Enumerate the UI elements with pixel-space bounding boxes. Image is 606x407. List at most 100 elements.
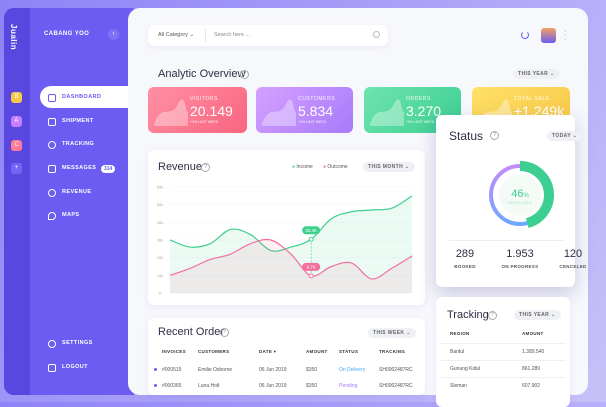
legend-item: ● Income — [292, 164, 313, 170]
active-nav-bg — [40, 86, 130, 108]
table-header: DATE ▾ — [259, 349, 277, 354]
nav-item[interactable]: REVENUE — [62, 189, 92, 195]
nav-icon — [48, 141, 56, 149]
card-note: +3% LAST WEEK — [298, 120, 327, 124]
stat-value: 289 — [455, 248, 475, 260]
period-select[interactable]: THIS WEEK ⌄ — [368, 328, 416, 338]
shortcut[interactable]: C — [11, 140, 22, 151]
card-value: 3.270 — [406, 103, 442, 119]
nav-icon — [48, 189, 56, 197]
category-select[interactable]: All Category ⌄ — [158, 32, 195, 38]
period-label: THIS WEEK — [373, 330, 405, 336]
period-select[interactable]: THIS YEAR ⌄ — [514, 310, 561, 320]
section-title: Status — [449, 129, 484, 143]
shortcut[interactable]: A — [11, 116, 22, 127]
stat-label: CENCELED — [559, 264, 587, 269]
search-input[interactable]: Search here ... — [214, 32, 251, 38]
help-icon[interactable]: ? — [220, 328, 229, 337]
help-icon[interactable]: ? — [490, 131, 499, 140]
nav-item[interactable]: LOGOUT — [62, 364, 88, 370]
card-label: ORDERS — [406, 96, 431, 102]
card-note: +6% LAST WEEK — [406, 120, 435, 124]
nav-item[interactable]: MAPS — [62, 212, 80, 218]
card-value: 20.149 — [190, 103, 233, 119]
table-cell: On Delivery — [339, 367, 366, 373]
table-cell: 06 Jun 2019 — [259, 367, 287, 373]
nav-icon — [48, 212, 56, 220]
period-label: THIS MONTH — [368, 164, 404, 170]
table-cell: Emilie Osborne — [198, 367, 233, 373]
table-header: REGION — [450, 331, 470, 336]
legend-label: Income — [296, 164, 313, 170]
table-cell: Gunung Kidul — [450, 366, 481, 372]
search-icon[interactable] — [373, 31, 380, 38]
card-label: CUSTOMERS — [298, 96, 336, 102]
table-cell: $350 — [306, 383, 318, 389]
help-icon[interactable]: ? — [240, 70, 249, 79]
avatar[interactable] — [541, 28, 556, 43]
row-dot — [154, 384, 157, 387]
stat-card[interactable]: CUSTOMERS 5.834 +3% LAST WEEK — [256, 87, 353, 133]
stat-label: BOOKED — [454, 264, 476, 269]
menu-dots[interactable]: · · · — [564, 28, 567, 43]
table-cell: 1.389.540 — [522, 349, 545, 355]
table-header: CUSTOMERS — [198, 349, 230, 354]
nav-item[interactable]: SHIPMENT — [62, 118, 94, 124]
card-note: +4% LAST WEEK — [190, 120, 219, 124]
brand: Jualin — [9, 24, 18, 51]
section-title: Revenue — [158, 161, 203, 173]
table-cell: Sleman — [450, 383, 467, 389]
period-select[interactable]: THIS YEAR ⌄ — [513, 69, 560, 79]
nav-icon — [48, 340, 56, 348]
stat-value: 120 — [563, 248, 583, 260]
nav-item[interactable]: DASHBOARD — [62, 94, 102, 100]
section-title: Recent Order — [158, 326, 225, 338]
table-cell: 861.289 — [522, 366, 541, 372]
help-icon[interactable]: ? — [201, 163, 210, 172]
table-cell: #000515 — [162, 367, 182, 373]
period-select[interactable]: TODAY ⌄ — [547, 131, 583, 141]
table-header: AMOUNT — [522, 331, 544, 336]
shortcut[interactable]: B — [11, 92, 22, 103]
collapse-button[interactable]: ‹ — [108, 29, 119, 40]
table-header: AMOUNT — [306, 349, 328, 354]
period-select[interactable]: THIS MONTH ⌄ — [363, 162, 415, 172]
section-title: Tracking — [447, 309, 489, 321]
user-name[interactable]: CABANG YOO — [44, 31, 90, 37]
period-label: THIS YEAR — [518, 71, 549, 77]
nav-icon — [48, 364, 56, 372]
revenue-panel — [148, 150, 425, 305]
divider — [449, 240, 564, 241]
section-title: Analytic Overview — [158, 68, 246, 80]
shortcut[interactable]: + — [11, 163, 22, 174]
nav-icon — [48, 94, 56, 102]
stat-card[interactable]: VISITORS 20.149 +4% LAST WEEK — [148, 87, 247, 133]
table-header: INVOICES — [162, 349, 186, 354]
table-cell: 607.902 — [522, 383, 541, 389]
nav-icon — [48, 165, 56, 173]
help-icon[interactable]: ? — [488, 311, 497, 320]
nav-item[interactable]: SETTINGS — [62, 340, 93, 346]
table-cell: 06 Jun 2019 — [259, 383, 287, 389]
table-cell: SH0002487RC — [379, 383, 413, 389]
period-label: THIS YEAR — [519, 312, 550, 318]
row-dot — [154, 368, 157, 371]
table-cell: $350 — [306, 367, 318, 373]
legend-label: Outcome — [327, 164, 348, 170]
nav-icon — [48, 118, 56, 126]
card-value: 5.834 — [298, 103, 334, 119]
search-bar[interactable] — [148, 25, 388, 46]
table-header: TRACKING — [379, 349, 406, 354]
legend-item: ● Outcome — [323, 164, 348, 170]
row-divider — [440, 343, 566, 344]
table-cell: Luna Holt — [198, 383, 220, 389]
table-cell: #000365 — [162, 383, 182, 389]
nav-item[interactable]: TRACKING — [62, 141, 95, 147]
sidebar-strip — [4, 8, 30, 395]
table-cell: Pending — [339, 383, 358, 389]
divider — [205, 29, 206, 42]
card-label: TOTAL SALE — [514, 96, 550, 102]
nav-item[interactable]: MESSAGES — [62, 165, 97, 171]
refresh-icon[interactable] — [521, 31, 529, 39]
